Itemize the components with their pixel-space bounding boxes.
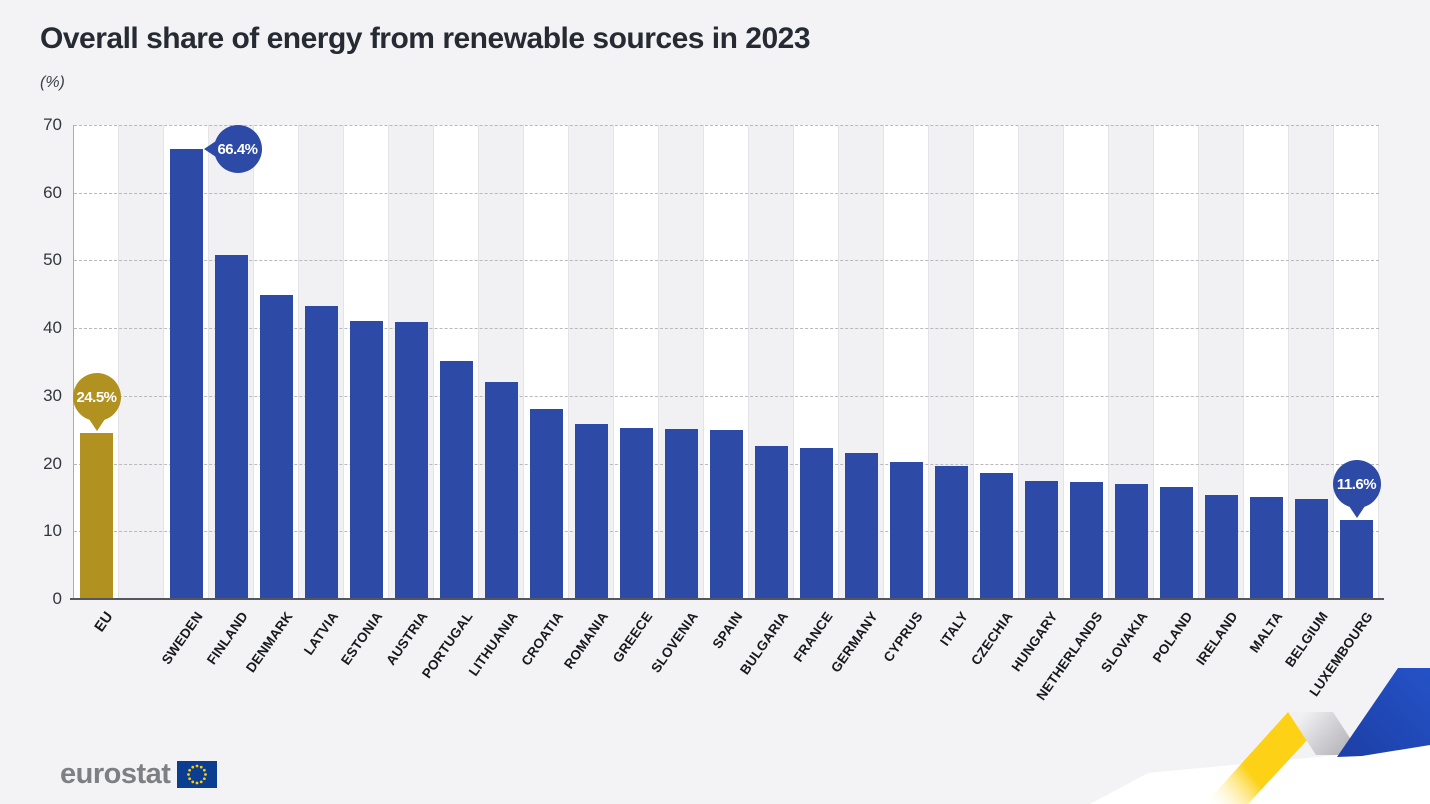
bar-romania — [575, 424, 608, 599]
bar-estonia — [350, 320, 383, 599]
chart-title: Overall share of energy from renewable s… — [40, 22, 811, 55]
gridline-60 — [74, 192, 1379, 194]
bar-hungary — [1025, 481, 1058, 599]
bar-malta — [1250, 496, 1283, 599]
y-axis-line — [73, 125, 74, 599]
x-label-sweden: SWEDEN — [158, 609, 206, 668]
bar-france — [800, 448, 833, 599]
ribbon-silver-fold — [1288, 712, 1361, 755]
bar-ireland — [1205, 495, 1238, 599]
ribbon-yellow-band — [1205, 712, 1333, 804]
bar-luxembourg — [1340, 520, 1373, 599]
bar-austria — [395, 322, 428, 599]
y-tick-40: 40 — [43, 318, 62, 338]
bar-cyprus — [890, 462, 923, 599]
bar-czechia — [980, 473, 1013, 599]
gridline-50 — [74, 260, 1379, 262]
bubble-pointer-eu — [88, 419, 105, 432]
y-tick-20: 20 — [43, 453, 62, 473]
bar-slovenia — [665, 429, 698, 599]
bar-poland — [1160, 486, 1193, 599]
x-label-spain: SPAIN — [709, 609, 746, 652]
bar-eu — [80, 433, 113, 599]
x-label-croatia: CROATIA — [517, 609, 566, 669]
bar-bulgaria — [755, 445, 788, 599]
bar-sweden — [170, 149, 203, 599]
data-label-bubble-sweden: 66.4% — [213, 125, 262, 174]
x-label-france: FRANCE — [790, 609, 836, 665]
bar-portugal — [440, 360, 473, 599]
x-label-slovenia: SLOVENIA — [647, 609, 701, 676]
x-label-czechia: CZECHIA — [968, 609, 1016, 668]
plot-area: 24.5% 66.4% 11.6% — [72, 125, 1381, 599]
bubble-pointer-sweden — [203, 141, 216, 158]
y-tick-50: 50 — [43, 250, 62, 270]
x-label-italy: ITALY — [936, 609, 971, 649]
y-tick-60: 60 — [43, 182, 62, 202]
gridline-30 — [74, 395, 1379, 397]
decorative-ribbon-graphic — [1090, 668, 1430, 804]
bar-latvia — [305, 306, 338, 599]
bar-lithuania — [485, 382, 518, 599]
x-label-eu: EU — [91, 609, 117, 636]
bar-belgium — [1295, 499, 1328, 599]
x-label-romania: ROMANIA — [560, 609, 611, 672]
chart-unit-label: (%) — [40, 74, 65, 91]
data-label-bubble-eu: 24.5% — [72, 373, 121, 422]
x-label-bulgaria: BULGARIA — [736, 609, 791, 678]
bar-croatia — [530, 408, 563, 599]
column-stripe — [119, 125, 164, 599]
x-label-greece: GREECE — [610, 609, 656, 666]
bar-italy — [935, 466, 968, 599]
eurostat-logo-text: eurostat — [60, 757, 171, 790]
bar-denmark — [260, 294, 293, 599]
x-label-latvia: LATVIA — [300, 609, 341, 658]
x-label-austria: AUSTRIA — [383, 609, 431, 668]
bar-spain — [710, 430, 743, 599]
bar-slovakia — [1115, 483, 1148, 599]
x-label-germany: GERMANY — [828, 609, 881, 676]
x-label-denmark: DENMARK — [243, 609, 296, 676]
ribbon-blue-band — [1337, 668, 1430, 757]
x-label-estonia: ESTONIA — [338, 609, 386, 668]
x-axis-line — [70, 598, 1384, 600]
bar-netherlands — [1070, 481, 1103, 599]
column-stripe — [1334, 125, 1379, 599]
y-tick-0: 0 — [52, 589, 62, 608]
bar-finland — [215, 255, 248, 599]
y-tick-10: 10 — [43, 521, 62, 541]
gridline-70 — [74, 125, 1379, 126]
eu-flag-icon — [177, 760, 218, 788]
y-tick-30: 30 — [43, 385, 62, 405]
bar-greece — [620, 427, 653, 599]
eurostat-logo: eurostat — [60, 756, 218, 792]
x-label-finland: FINLAND — [203, 609, 251, 668]
y-tick-70: 70 — [43, 115, 62, 134]
bubble-pointer-luxembourg — [1348, 506, 1365, 519]
data-label-bubble-luxembourg: 11.6% — [1332, 460, 1381, 509]
x-label-cyprus: CYPRUS — [880, 609, 926, 665]
bar-germany — [845, 452, 878, 599]
gridline-40 — [74, 328, 1379, 330]
